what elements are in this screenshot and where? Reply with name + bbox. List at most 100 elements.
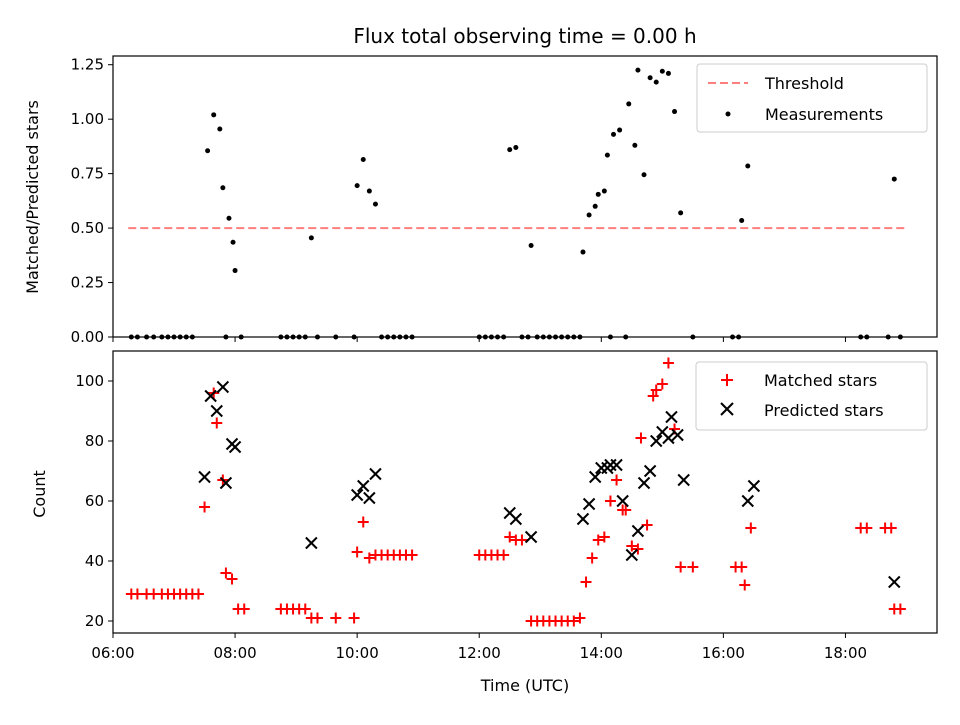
top-plot-frame — [112, 55, 938, 338]
matched-star-point — [894, 603, 906, 615]
measurement-point — [220, 185, 226, 191]
predicted-star-point — [210, 404, 223, 418]
matched-star-point — [220, 567, 232, 579]
measurement-point — [308, 235, 314, 241]
predicted-star-point — [888, 575, 901, 589]
predicted-star-point — [610, 458, 623, 472]
measurement-point — [626, 101, 632, 107]
predicted-star-point — [219, 476, 233, 490]
matched-star-point — [885, 522, 897, 534]
matched-stars-layer — [125, 357, 906, 627]
top-y-tick-label: 0.00 — [71, 328, 104, 346]
predicted-star-point — [662, 431, 675, 445]
bottom-x-ticks: 06:00 08:00 10:00 12:00 14:00 16:00 18:00 — [91, 633, 867, 662]
measurement-point — [366, 188, 372, 194]
predicted-star-point — [637, 476, 651, 490]
measurement-point — [617, 127, 623, 133]
matched-star-point — [739, 579, 751, 591]
predicted-star-point — [350, 488, 364, 502]
matched-star-point — [620, 504, 632, 516]
chart-title: Flux total observing time = 0.00 h — [353, 24, 696, 48]
top-y-tick-label: 1.00 — [71, 110, 104, 128]
measurement-point — [632, 142, 638, 148]
predicted-star-point — [228, 440, 242, 454]
legend-measurements-label: Measurements — [765, 105, 883, 124]
matched-star-point — [406, 549, 418, 561]
bottom-y-tick-label: 100 — [75, 372, 104, 390]
matched-star-point — [635, 432, 647, 444]
bottom-legend: Matched stars Predicted stars — [695, 361, 928, 431]
bottom-y-axis-label: Count — [30, 470, 49, 518]
measurement-point — [745, 163, 751, 169]
measurement-point — [230, 239, 236, 245]
matched-star-point — [226, 573, 238, 585]
measurement-point — [586, 212, 592, 218]
measurement-point — [659, 68, 665, 74]
predicted-star-point — [576, 512, 590, 526]
top-y-axis-label: Matched/Predicted stars — [23, 100, 42, 294]
predicted-star-point — [671, 428, 684, 442]
predicted-star-point — [582, 497, 596, 511]
measurement-point — [226, 215, 232, 221]
predicted-star-point — [216, 380, 230, 394]
measurement-point — [211, 112, 217, 118]
matched-star-point — [632, 543, 644, 555]
bottom-x-tick-label: 14:00 — [580, 644, 623, 662]
top-legend: Threshold Measurements — [696, 63, 928, 133]
legend-matched-label: Matched stars — [764, 371, 877, 390]
matched-star-point — [592, 534, 604, 546]
predicted-star-point — [524, 530, 538, 544]
measurement-point — [672, 109, 678, 115]
matched-star-point — [357, 516, 369, 528]
bottom-y-tick-label: 20 — [85, 612, 104, 630]
matched-star-point — [211, 417, 223, 429]
matched-star-point — [626, 540, 638, 552]
bottom-x-tick-label: 08:00 — [213, 644, 256, 662]
measurement-point — [641, 172, 647, 178]
matched-star-point — [311, 612, 323, 624]
matched-star-point — [736, 561, 748, 573]
matched-star-point — [363, 552, 375, 564]
bottom-x-tick-label: 18:00 — [824, 644, 867, 662]
matched-star-point — [192, 588, 204, 600]
matched-star-point — [650, 384, 662, 396]
measurement-point — [635, 67, 641, 73]
bottom-x-tick-label: 16:00 — [702, 644, 745, 662]
matched-star-point — [580, 576, 592, 588]
bottom-plot-frame — [112, 350, 938, 634]
measurement-point — [513, 144, 519, 150]
predicted-stars-layer — [198, 380, 901, 589]
matched-star-point — [662, 357, 674, 369]
bottom-y-tick-label: 80 — [85, 432, 104, 450]
predicted-star-point — [741, 494, 754, 508]
matched-star-point — [199, 501, 211, 513]
measurement-point — [507, 147, 513, 153]
matched-star-point — [238, 603, 250, 615]
measurement-point — [528, 243, 534, 249]
measurement-point — [205, 148, 211, 154]
measurement-point — [217, 126, 223, 132]
measurement-point — [604, 152, 610, 158]
matched-star-point — [299, 603, 311, 615]
predicted-star-point — [509, 512, 523, 526]
matched-star-point — [568, 615, 580, 627]
top-y-tick-label: 1.25 — [71, 56, 104, 74]
matched-star-point — [598, 531, 610, 543]
predicted-star-point — [665, 410, 678, 424]
bottom-y-tick-label: 60 — [85, 492, 104, 510]
measurement-point — [580, 249, 586, 255]
top-legend-box — [696, 63, 928, 133]
measurement-point — [595, 191, 601, 197]
top-panel: Flux total observing time = 0.00 h 0.00 0… — [23, 24, 938, 346]
matched-star-point — [516, 534, 528, 546]
top-y-tick-label: 0.75 — [71, 165, 104, 183]
measurement-point — [354, 183, 360, 189]
predicted-star-point — [305, 536, 318, 550]
bottom-x-tick-label: 10:00 — [336, 644, 379, 662]
predicted-star-point — [198, 470, 211, 484]
bottom-x-tick-label: 12:00 — [458, 644, 501, 662]
predicted-star-point — [677, 473, 690, 487]
matched-star-point — [604, 495, 616, 507]
measurement-point — [647, 75, 653, 81]
